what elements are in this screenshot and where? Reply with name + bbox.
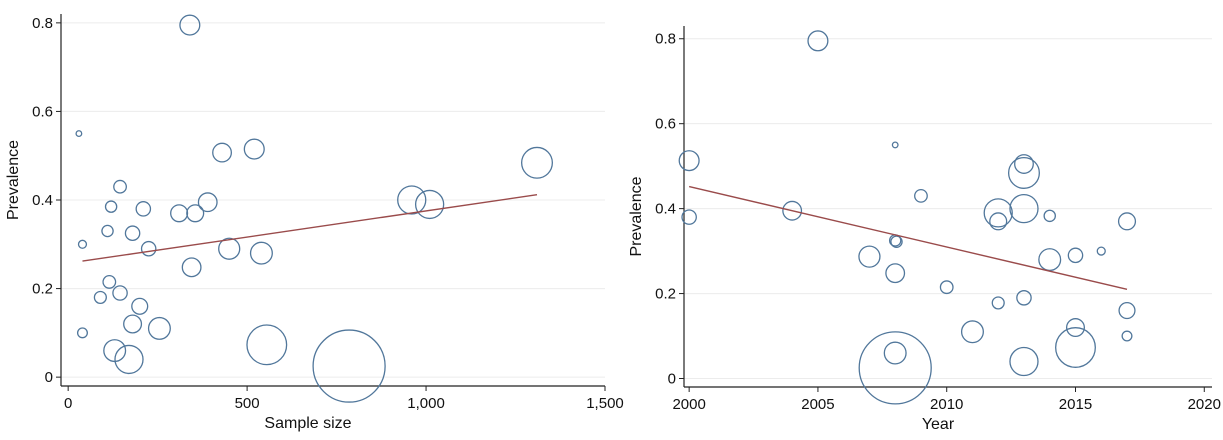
data-point (212, 142, 232, 163)
x-tick-label: 2015 (1059, 396, 1092, 413)
data-point (858, 245, 881, 268)
data-point (179, 14, 201, 36)
data-point (1009, 193, 1039, 224)
data-point (181, 257, 202, 278)
data-point (1117, 212, 1137, 231)
data-point (939, 280, 954, 295)
data-point (1038, 248, 1062, 272)
y-tick-label: 0.6 (655, 116, 676, 133)
data-point (1118, 301, 1136, 320)
data-point (113, 179, 127, 194)
data-point (102, 275, 117, 289)
data-point (197, 192, 218, 213)
data-point (397, 185, 427, 215)
x-tick-label: 0 (64, 395, 72, 412)
data-point (989, 212, 1008, 231)
data-point (76, 327, 88, 339)
chart-1: 0 0.2 0.4 0.6 0.8 0 500 1,000 1,500 Sample size Pr… (5, 14, 624, 432)
data-point (124, 225, 141, 242)
y-tick-label: 0.6 (32, 103, 53, 120)
y-tick-label: 0.4 (32, 192, 53, 209)
data-point (246, 324, 288, 366)
x-tick-label: 1,500 (586, 395, 624, 412)
fit-line (688, 185, 1128, 290)
data-point (1016, 290, 1032, 306)
data-point (1007, 156, 1040, 189)
data-point (249, 241, 273, 265)
y-tick-label: 0.8 (655, 31, 676, 48)
y-tick-label: 0 (45, 369, 53, 386)
y-axis-title: Prevalence (5, 140, 22, 220)
y-tick-label: 0.2 (655, 286, 676, 303)
data-point (243, 138, 265, 160)
x-axis-title: Year (922, 416, 955, 433)
data-point (1067, 247, 1084, 264)
data-point (104, 200, 118, 213)
y-tick-label: 0.4 (655, 201, 676, 218)
data-point (101, 224, 114, 238)
data-point (140, 240, 157, 257)
data-point (883, 341, 907, 365)
data-point (93, 290, 107, 305)
y-tick-label: 0.8 (32, 15, 53, 32)
data-point (170, 204, 189, 223)
data-point (678, 150, 700, 172)
data-point (520, 146, 554, 179)
x-tick-label: 2000 (672, 396, 705, 413)
data-point (891, 141, 899, 149)
fit-line (82, 193, 538, 262)
data-point (885, 263, 906, 284)
data-point (890, 235, 903, 249)
data-point (1014, 154, 1034, 174)
data-point (681, 209, 697, 225)
data-point (1065, 318, 1086, 338)
x-axis-title: Sample size (264, 415, 351, 432)
chart-2: 0 0.2 0.4 0.6 0.8 2000 2005 2010 2015 2020 Year Pre… (628, 26, 1221, 433)
data-point (1121, 330, 1133, 342)
x-tick-label: 500 (235, 395, 260, 412)
x-tick-label: 1,000 (407, 395, 445, 412)
data-point (77, 239, 88, 249)
data-point (312, 329, 386, 403)
x-tick-label: 2010 (930, 396, 963, 413)
data-point (914, 188, 928, 203)
data-point (960, 320, 984, 344)
data-point (147, 316, 171, 340)
data-point (186, 204, 205, 223)
x-tick-label: 2005 (801, 396, 834, 413)
data-point (858, 331, 932, 405)
data-point (218, 237, 241, 260)
x-tick-label: 2020 (1188, 396, 1221, 413)
data-point (1096, 246, 1106, 256)
y-axis-title: Prevalence (628, 176, 645, 256)
data-point (1043, 209, 1056, 223)
y-tick-label: 0 (668, 371, 676, 388)
data-point (782, 200, 803, 221)
data-point (75, 130, 83, 138)
data-point (983, 198, 1013, 228)
data-point (123, 314, 143, 334)
data-point (807, 30, 829, 52)
data-point (991, 296, 1005, 310)
data-point (131, 297, 149, 315)
data-point (1055, 327, 1096, 368)
y-tick-label: 0.2 (32, 281, 53, 298)
data-point (135, 201, 152, 217)
data-point (1009, 346, 1039, 377)
data-point (414, 189, 445, 220)
data-point (112, 285, 128, 301)
data-point (114, 344, 144, 375)
